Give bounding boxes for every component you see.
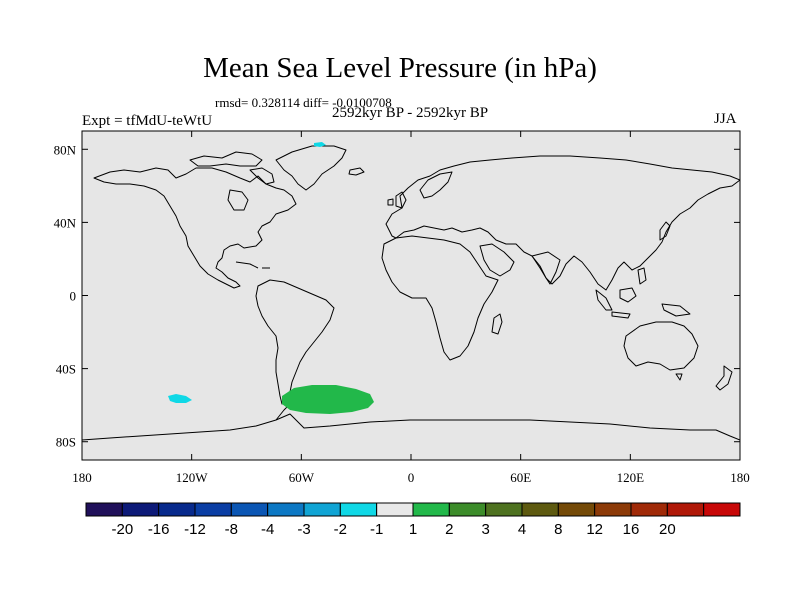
colorbar-label: 20 — [659, 521, 676, 538]
colorbar-swatch — [703, 502, 741, 517]
colorbar-label: -4 — [261, 521, 274, 538]
colorbar-swatch — [448, 502, 487, 517]
x-tick-label: 180 — [730, 470, 750, 485]
colorbar-swatch — [412, 502, 450, 517]
colorbar-label: 16 — [623, 521, 640, 538]
y-tick-label: 0 — [70, 289, 77, 304]
coast-scandinavia — [419, 171, 453, 199]
coast-india — [531, 251, 561, 285]
colorbar-swatch — [521, 502, 559, 517]
coast-japan — [659, 221, 671, 241]
x-tick-label: 60E — [510, 470, 531, 485]
south-atlantic-positive-anomaly — [282, 385, 374, 414]
colorbar-label: -3 — [297, 521, 310, 538]
colorbar-swatch — [303, 502, 341, 517]
y-tick-label: 40S — [56, 362, 76, 377]
coast-arctic-islands — [189, 151, 263, 167]
y-tick-label: 40N — [54, 215, 77, 230]
colorbar-swatch — [630, 502, 668, 517]
greenland-negative-anomaly — [314, 142, 326, 147]
colorbar-label: 8 — [554, 521, 562, 538]
colorbar-swatch — [485, 502, 523, 517]
coast-hudson-bay — [227, 189, 249, 211]
x-tick-label: 180 — [72, 470, 92, 485]
coast-africa — [381, 235, 499, 361]
y-axis: 80N 40N 0 40S 80S — [54, 142, 740, 450]
colorbar-swatch — [339, 502, 378, 517]
colorbar-label: -2 — [334, 521, 347, 538]
coast-java — [611, 311, 631, 319]
x-tick-label: 60W — [289, 470, 315, 485]
colorbar-label: -16 — [148, 521, 170, 538]
coast-south-america — [255, 279, 335, 405]
coast-new-guinea — [661, 303, 691, 317]
coast-philippines — [637, 267, 647, 285]
colorbar: -20 -16 -12 -8 -4 -3 -2 -1 1 2 3 4 8 12 16 20 — [85, 502, 741, 538]
coast-sumatra — [595, 289, 613, 311]
colorbar-label: -8 — [225, 521, 238, 538]
colorbar-label: 4 — [518, 521, 526, 538]
colorbar-label: -1 — [370, 521, 383, 538]
south-pacific-negative-anomaly — [168, 394, 192, 403]
colorbar-swatch — [194, 502, 232, 517]
x-axis: 180 120W 60W 0 60E 120E 180 — [72, 131, 750, 485]
x-tick-label: 0 — [408, 470, 415, 485]
map-ocean — [82, 131, 740, 460]
colorbar-label: 1 — [409, 521, 417, 538]
coast-baffin — [249, 167, 275, 185]
colorbar-label: 12 — [586, 521, 603, 538]
x-tick-label: 120E — [617, 470, 645, 485]
chart-title: Mean Sea Level Pressure (in hPa) — [203, 52, 597, 84]
colorbar-label: -12 — [184, 521, 206, 538]
colorbar-swatch — [85, 502, 123, 517]
colorbar-label: 3 — [481, 521, 489, 538]
coast-australia — [623, 321, 699, 371]
period-label: 2592kyr BP - 2592kyr BP — [331, 105, 489, 121]
coast-cuba — [235, 261, 259, 269]
coast-britain — [395, 191, 407, 209]
colorbar-swatch — [594, 502, 632, 517]
colorbar-swatch — [121, 502, 160, 517]
coast-madagascar — [491, 313, 503, 335]
coast-tasmania — [675, 373, 683, 381]
coast-borneo — [619, 287, 637, 303]
coast-eurasia — [385, 155, 740, 291]
coast-north-america — [93, 167, 297, 289]
colorbar-swatch — [267, 502, 305, 517]
stats-line: rmsd= 0.328114 diff= -0.0100708 — [215, 95, 392, 110]
colorbar-swatch — [158, 502, 196, 517]
coast-ireland — [387, 198, 394, 206]
colorbar-swatch — [376, 502, 414, 517]
colorbar-swatch — [230, 502, 269, 517]
colorbar-swatch — [666, 502, 705, 517]
coast-iceland — [348, 167, 365, 176]
anomaly-layer — [168, 142, 374, 414]
colorbar-swatch — [557, 502, 596, 517]
season-label: JJA — [714, 111, 737, 127]
y-tick-label: 80N — [54, 142, 77, 157]
experiment-label: Expt = tfMdU-teWtU — [82, 113, 213, 129]
y-tick-label: 80S — [56, 435, 76, 450]
colorbar-label: -20 — [111, 521, 133, 538]
colorbar-label: 2 — [445, 521, 453, 538]
coast-antarctica — [82, 413, 740, 441]
coast-arabia — [479, 243, 515, 277]
coast-new-zealand — [715, 365, 733, 391]
x-tick-label: 120W — [176, 470, 209, 485]
